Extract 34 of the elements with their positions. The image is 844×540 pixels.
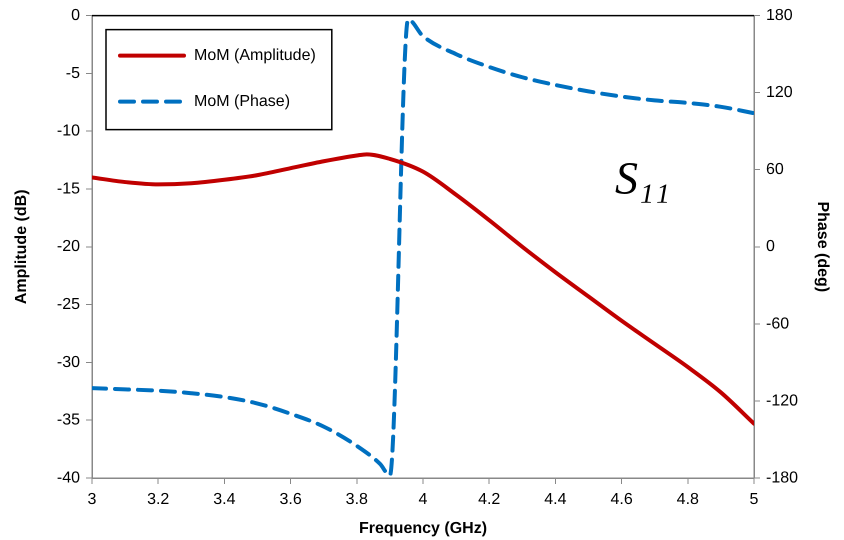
legend-label: MoM (Amplitude)	[194, 47, 316, 64]
y2-axis-title: Phase (deg)	[814, 201, 831, 292]
x-axis-title: Frequency (GHz)	[358, 520, 488, 537]
x-tick-label: 4.4	[544, 491, 567, 508]
y-tick-label: -35	[56, 412, 80, 429]
x-tick-label: 3.4	[213, 491, 236, 508]
x-tick-label: 4.6	[610, 491, 633, 508]
x-tick-label: 3	[88, 491, 97, 508]
y2-tick-label: 0	[766, 238, 775, 256]
y2-tick-label: -180	[766, 469, 798, 486]
y-tick-label: -25	[56, 296, 80, 314]
x-tick-label: 3.8	[346, 491, 368, 508]
legend-label: MoM (Phase)	[194, 93, 290, 110]
x-tick-label: 3.6	[279, 491, 302, 508]
x-tick-label: 3.2	[147, 491, 170, 508]
line-series	[92, 152, 754, 426]
y-tick-label: -30	[56, 354, 80, 371]
y-tick-label: -40	[56, 469, 80, 486]
y-axis-title: Amplitude (dB)	[13, 189, 30, 304]
x-tick-label: 4	[418, 491, 428, 508]
y-tick-label: -15	[56, 180, 80, 198]
y-tick-label: 0	[71, 7, 80, 24]
y2-tick-label: -120	[766, 392, 798, 410]
y-tick-label: -5	[66, 64, 80, 82]
y2-tick-label: -60	[766, 315, 790, 332]
x-tick-label: 4.8	[676, 491, 700, 508]
y2-tick-label: 120	[766, 84, 793, 102]
y-tick-label: -20	[56, 238, 80, 256]
x-tick-label: 5	[750, 491, 759, 508]
y-tick-label: -10	[56, 122, 80, 140]
annotation: S₁₁	[614, 152, 670, 204]
y2-tick-label: 180	[766, 7, 793, 24]
y2-tick-label: 60	[766, 161, 784, 178]
x-tick-label: 4.2	[478, 491, 500, 508]
